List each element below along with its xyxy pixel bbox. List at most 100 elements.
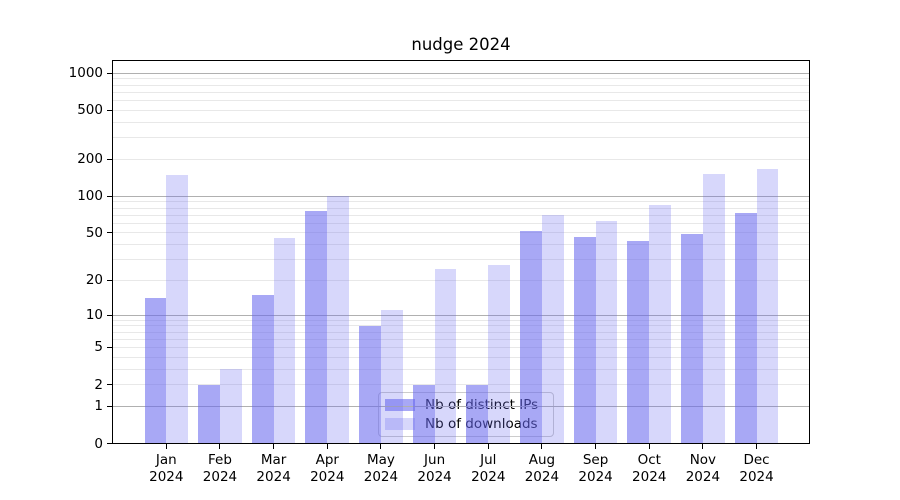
- y-tick-label: 200: [77, 151, 103, 168]
- y-tick-label: 1: [94, 398, 103, 415]
- x-tick-mark: [487, 444, 489, 449]
- y-tick-label: 50: [85, 224, 103, 241]
- bar-distinct-ips: [520, 230, 542, 444]
- y-gridline-minor: [113, 232, 809, 234]
- x-tick-label: Oct 2024: [632, 451, 667, 485]
- y-gridline-minor: [113, 325, 809, 327]
- x-tick-label: Apr 2024: [310, 451, 345, 485]
- bar-downloads: [541, 215, 564, 444]
- y-gridline-minor: [113, 158, 809, 160]
- y-tick-label: 500: [77, 102, 103, 119]
- x-tick-label: Mar 2024: [256, 451, 291, 485]
- y-tick-mark: [107, 279, 112, 281]
- y-gridline-minor: [113, 207, 809, 209]
- bar-distinct-ips: [412, 384, 435, 444]
- y-gridline-minor: [113, 331, 809, 333]
- x-tick-label: Sep 2024: [578, 451, 613, 485]
- bar-downloads: [702, 173, 725, 444]
- y-gridline-minor: [113, 368, 809, 370]
- bar-distinct-ips: [198, 384, 220, 444]
- bar-downloads: [219, 369, 242, 444]
- x-tick-mark: [756, 444, 758, 449]
- y-tick-mark: [107, 109, 112, 111]
- bar-downloads: [649, 204, 672, 444]
- y-tick-mark: [107, 195, 112, 197]
- x-tick-label: May 2024: [363, 451, 399, 485]
- bar-distinct-ips: [681, 233, 703, 444]
- x-tick-label: Nov 2024: [685, 451, 721, 485]
- bar-distinct-ips: [359, 325, 381, 444]
- bar-distinct-ips: [573, 237, 596, 444]
- y-tick-mark: [107, 314, 112, 316]
- y-gridline-minor: [113, 214, 809, 216]
- x-tick-label: Jul 2024: [471, 451, 506, 485]
- x-tick-label: Aug 2024: [524, 451, 560, 485]
- y-gridline-major: [113, 72, 809, 74]
- y-gridline-minor: [113, 78, 809, 80]
- y-tick-label: 10: [85, 307, 103, 323]
- y-gridline-minor: [113, 84, 809, 86]
- x-tick-mark: [165, 444, 167, 449]
- bar-distinct-ips: [251, 294, 274, 444]
- x-tick-label: Dec 2024: [739, 451, 774, 485]
- y-gridline-minor: [113, 346, 809, 348]
- bar-downloads: [327, 196, 350, 444]
- bar-distinct-ips: [305, 211, 328, 444]
- y-gridline-minor: [113, 91, 809, 93]
- bar-downloads: [166, 174, 189, 444]
- bar-distinct-ips: [734, 212, 757, 444]
- y-gridline-major: [113, 195, 809, 197]
- x-tick-label: Jun 2024: [417, 451, 452, 485]
- y-tick-mark: [107, 443, 112, 444]
- y-tick-mark: [107, 346, 112, 348]
- y-tick-label: 2: [94, 376, 103, 393]
- x-tick-label: Jan 2024: [149, 451, 184, 485]
- y-tick-label: 0: [94, 435, 103, 452]
- y-tick-mark: [107, 405, 112, 407]
- bar-distinct-ips: [144, 298, 167, 444]
- bar-downloads: [434, 268, 457, 444]
- y-tick-label: 20: [85, 272, 103, 289]
- bar-downloads: [273, 238, 296, 444]
- x-tick-mark: [595, 444, 597, 449]
- x-tick-mark: [648, 444, 650, 449]
- y-tick-mark: [107, 384, 112, 386]
- y-gridline-minor: [113, 384, 809, 386]
- y-gridline-minor: [113, 319, 809, 321]
- chart-title: nudge 2024: [411, 35, 511, 54]
- y-gridline-minor: [113, 201, 809, 203]
- y-tick-mark: [107, 158, 112, 160]
- bar-downloads: [380, 310, 403, 444]
- y-gridline-minor: [113, 338, 809, 340]
- y-gridline-minor: [113, 100, 809, 102]
- y-gridline-minor: [113, 222, 809, 224]
- y-gridline-minor: [113, 279, 809, 281]
- x-tick-mark: [326, 444, 328, 449]
- y-tick-label: 1000: [68, 65, 103, 82]
- x-tick-label: Feb 2024: [202, 451, 238, 485]
- y-gridline-minor: [113, 137, 809, 139]
- y-tick-mark: [107, 72, 112, 74]
- bar-distinct-ips: [627, 240, 650, 444]
- y-gridline-minor: [113, 356, 809, 358]
- bar-distinct-ips: [466, 384, 489, 444]
- bar-downloads: [595, 220, 618, 444]
- bar-downloads: [488, 264, 511, 444]
- legend-swatch-downloads: [385, 418, 415, 431]
- y-tick-mark: [107, 232, 112, 234]
- legend-swatch-distinct-ips: [385, 398, 415, 411]
- x-tick-mark: [380, 444, 382, 449]
- x-tick-mark: [434, 444, 436, 449]
- y-gridline-minor: [113, 244, 809, 245]
- y-tick-label: 5: [94, 339, 103, 356]
- x-tick-mark: [541, 444, 543, 449]
- y-gridline-minor: [113, 121, 809, 123]
- x-tick-mark: [702, 444, 704, 449]
- x-tick-mark: [273, 444, 275, 449]
- y-gridline-major: [113, 314, 809, 316]
- bar-downloads: [756, 169, 779, 444]
- y-gridline-minor: [113, 258, 809, 260]
- y-gridline-minor: [113, 109, 809, 111]
- y-tick-label: 100: [77, 188, 103, 205]
